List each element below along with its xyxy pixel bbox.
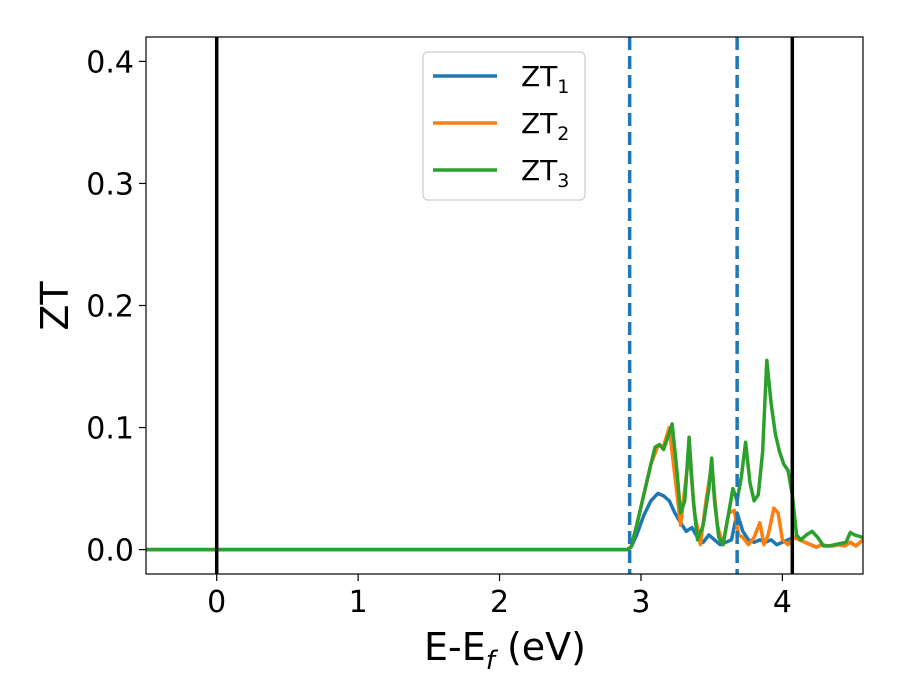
series-line-zt2 [146,425,863,552]
y-tick-label: 0.1 [86,412,134,447]
y-axis-title: ZT [33,281,77,331]
legend-box [422,51,586,201]
axes: 0 1 2 3 4 0.0 0.1 0.2 0.3 0.4 [86,45,792,620]
x-tick-label: 4 [773,585,792,620]
x-tick-label: 3 [631,585,650,620]
x-tick-label: 1 [349,585,368,620]
y-tick-label: 0.2 [86,290,134,325]
y-tick-label: 0.4 [86,45,134,80]
series-line-zt3 [146,358,863,552]
legend: ZT1 ZT2 ZT3 [422,51,586,201]
x-axis-title: E-Ef (eV) [424,625,586,676]
y-tick-label: 0.0 [86,534,134,569]
legend-label-zt3: ZT3 [521,154,569,192]
legend-label-zt1: ZT1 [521,60,569,98]
plot-area [146,37,863,574]
x-tick-label: 0 [207,585,226,620]
x-tick-label: 2 [490,585,509,620]
y-tick-label: 0.3 [86,167,134,202]
legend-label-zt2: ZT2 [521,107,569,145]
